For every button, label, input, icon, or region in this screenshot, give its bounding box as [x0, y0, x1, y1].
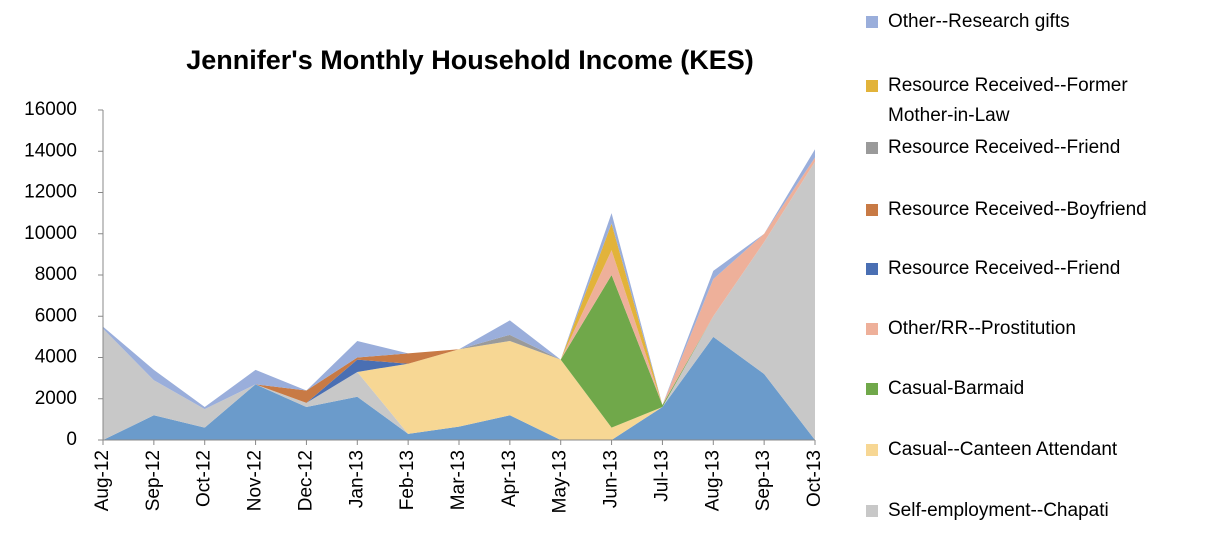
- area: [103, 161, 815, 428]
- legend-label: Resource Received--Boyfriend: [888, 199, 1147, 220]
- legend-swatch: [866, 444, 878, 456]
- x-tick-label: Aug-13: [702, 450, 723, 511]
- legend-swatch: [866, 80, 878, 92]
- x-tick-label: Jun-13: [601, 450, 622, 508]
- legend-item: Resource Received--Former Mother-in-Law: [866, 71, 1206, 131]
- x-tick-label: Mar-13: [448, 450, 469, 510]
- y-tick-label: 14000: [24, 140, 77, 161]
- legend-label: Casual-Barmaid: [888, 378, 1025, 399]
- legend-label: Other/RR--Prostitution: [888, 318, 1076, 339]
- legend-item: Resource Received--Boyfriend: [866, 195, 1206, 225]
- x-tick-label: Dec-12: [295, 450, 316, 511]
- legend-swatch: [866, 263, 878, 275]
- y-tick-label: 16000: [24, 99, 77, 120]
- area: [103, 161, 815, 440]
- legend-item: Other--Research gifts: [866, 7, 1206, 37]
- legend-swatch: [866, 505, 878, 517]
- y-tick-label: 2000: [35, 388, 77, 409]
- y-tick-label: 12000: [24, 182, 77, 203]
- legend-label: Self-employment--Chapati: [888, 500, 1109, 521]
- area: [103, 161, 815, 440]
- y-tick-label: 6000: [35, 305, 77, 326]
- y-tick-label: 0: [66, 429, 77, 450]
- legend-swatch: [866, 16, 878, 28]
- legend-item: Casual--Canteen Attendant: [866, 435, 1206, 465]
- legend-item: Casual-Barmaid: [866, 374, 1206, 404]
- x-tick-label: Oct-12: [194, 450, 215, 507]
- x-tick-label: Oct-13: [804, 450, 825, 507]
- legend-swatch: [866, 142, 878, 154]
- chart-title: Jennifer's Monthly Household Income (KES…: [186, 45, 753, 75]
- legend-label: Resource Received--Friend: [888, 137, 1121, 158]
- legend-swatch: [866, 204, 878, 216]
- legend-label: Resource Received--Former Mother-in-Law: [888, 75, 1128, 126]
- x-tick-label: Feb-13: [397, 450, 418, 510]
- x-tick-label: Sep-13: [753, 450, 774, 511]
- legend-swatch: [866, 323, 878, 335]
- x-tick-label: Jan-13: [346, 450, 367, 508]
- x-tick-label: Apr-13: [499, 450, 520, 507]
- y-tick-label: 8000: [35, 264, 77, 285]
- x-tick-label: Jul-13: [651, 450, 672, 502]
- x-tick-label: May-13: [550, 450, 571, 513]
- y-tick-label: 10000: [24, 223, 77, 244]
- x-tick-label: Sep-12: [143, 450, 164, 511]
- area: [103, 336, 815, 440]
- legend-item: Resource Received--Friend: [866, 133, 1206, 163]
- legend-label: Casual--Canteen Attendant: [888, 439, 1118, 460]
- legend-item: Other/RR--Prostitution: [866, 314, 1206, 344]
- legend-label: Resource Received--Friend: [888, 258, 1121, 279]
- legend-swatch: [866, 383, 878, 395]
- chart: Jennifer's Monthly Household Income (KES…: [24, 45, 825, 513]
- y-tick-label: 4000: [35, 347, 77, 368]
- legend-item: Self-employment--Chapati: [866, 496, 1206, 526]
- x-tick-label: Aug-12: [92, 450, 113, 511]
- legend-label: Other--Research gifts: [888, 11, 1070, 32]
- x-tick-label: Nov-12: [245, 450, 266, 511]
- legend-item: Resource Received--Friend: [866, 254, 1206, 284]
